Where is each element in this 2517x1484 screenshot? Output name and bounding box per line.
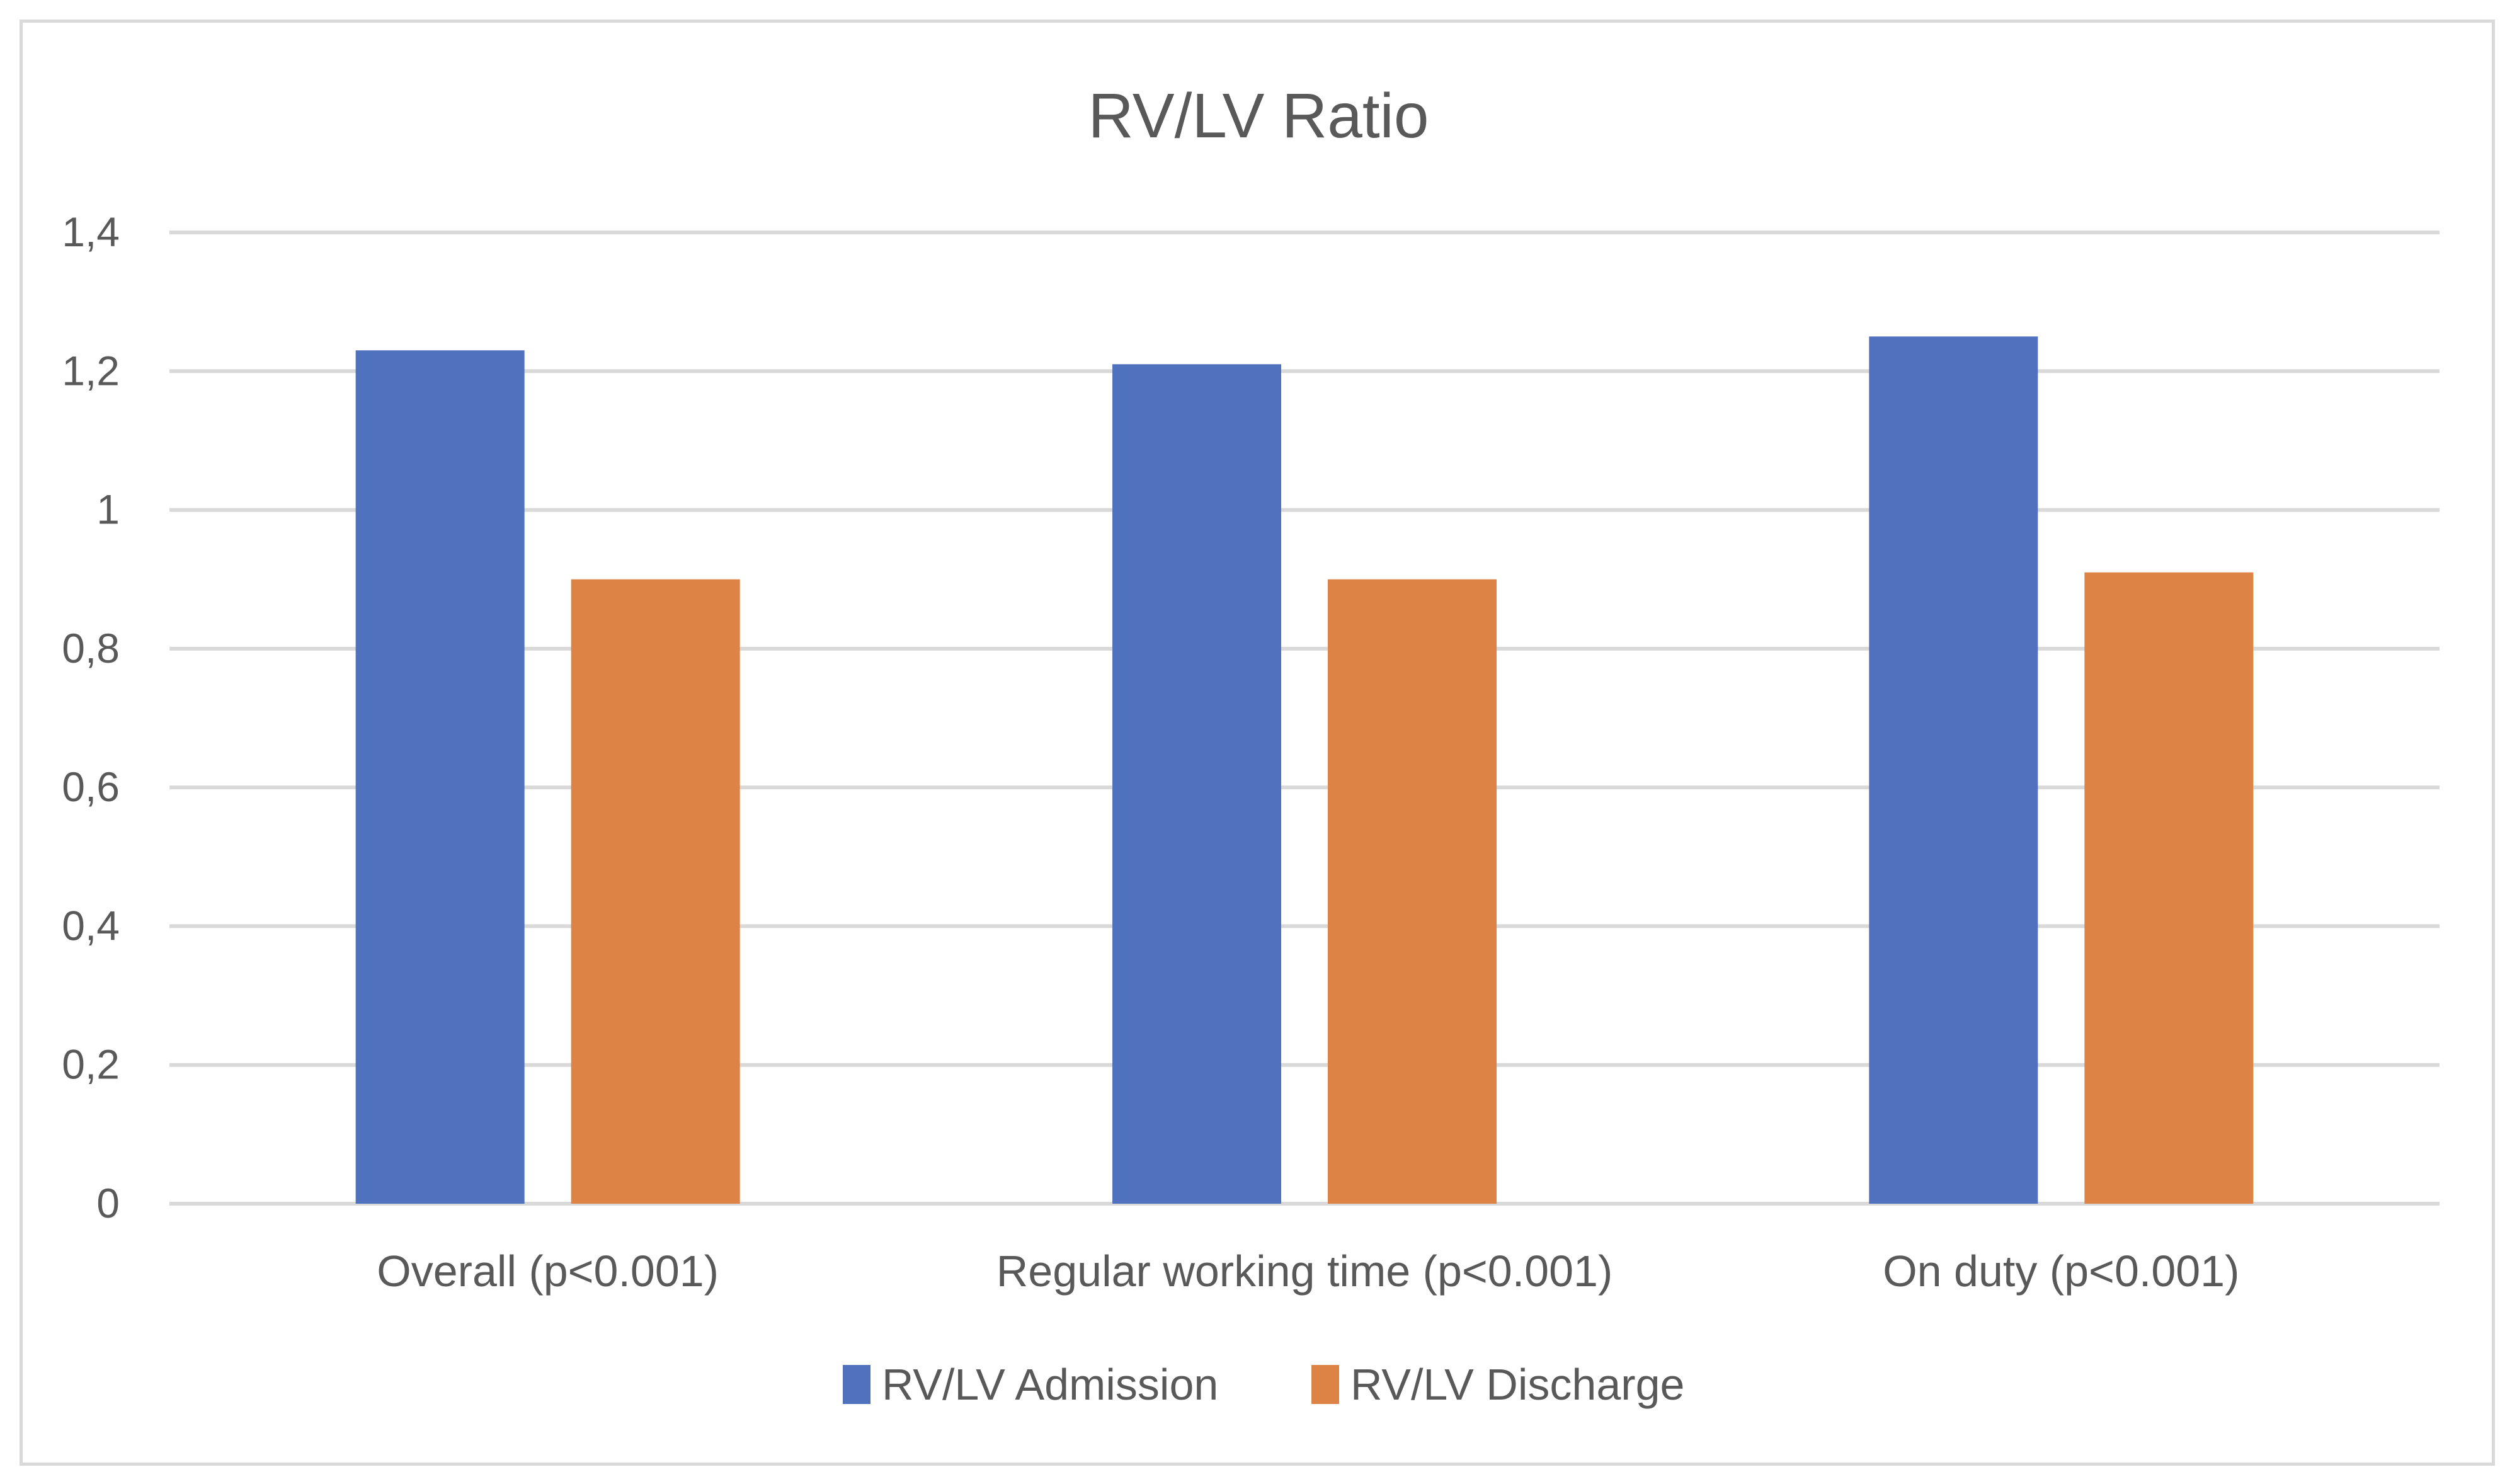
- y-tick-label: 1,2: [62, 347, 120, 394]
- legend-label-admission: RV/LV Admission: [882, 1360, 1218, 1409]
- y-tick-label: 0,4: [62, 902, 120, 949]
- x-category-label: On duty (p<0.001): [1883, 1247, 2239, 1296]
- y-tick-label: 0,2: [62, 1041, 120, 1088]
- y-tick-label: 0: [96, 1180, 120, 1226]
- bars: [355, 336, 2254, 1204]
- bar-admission-0: [355, 350, 525, 1204]
- bar-admission-1: [1112, 364, 1281, 1204]
- legend-swatch-discharge: [1311, 1365, 1339, 1404]
- bar-discharge-2: [2084, 572, 2254, 1204]
- y-tick-label: 0,6: [62, 763, 120, 810]
- y-tick-label: 0,8: [62, 625, 120, 671]
- bar-discharge-1: [1328, 579, 1497, 1204]
- x-category-label: Regular working time (p<0.001): [996, 1247, 1613, 1296]
- y-tick-label: 1,4: [62, 208, 120, 255]
- y-axis-tick-labels: 0 0,2 0,4 0,6 0,8 1 1,2 1,4: [62, 208, 120, 1226]
- chart-title: RV/LV Ratio: [1088, 81, 1429, 151]
- gridlines: [169, 231, 2440, 1206]
- bar-admission-2: [1869, 336, 2038, 1204]
- legend-swatch-admission: [843, 1365, 870, 1404]
- legend: RV/LV Admission RV/LV Discharge: [843, 1360, 1684, 1409]
- x-axis-category-labels: Overall (p<0.001) Regular working time (p…: [377, 1247, 2239, 1296]
- bar-discharge-0: [571, 579, 740, 1204]
- x-category-label: Overall (p<0.001): [377, 1247, 719, 1296]
- legend-label-discharge: RV/LV Discharge: [1350, 1360, 1684, 1409]
- y-tick-label: 1: [96, 486, 120, 533]
